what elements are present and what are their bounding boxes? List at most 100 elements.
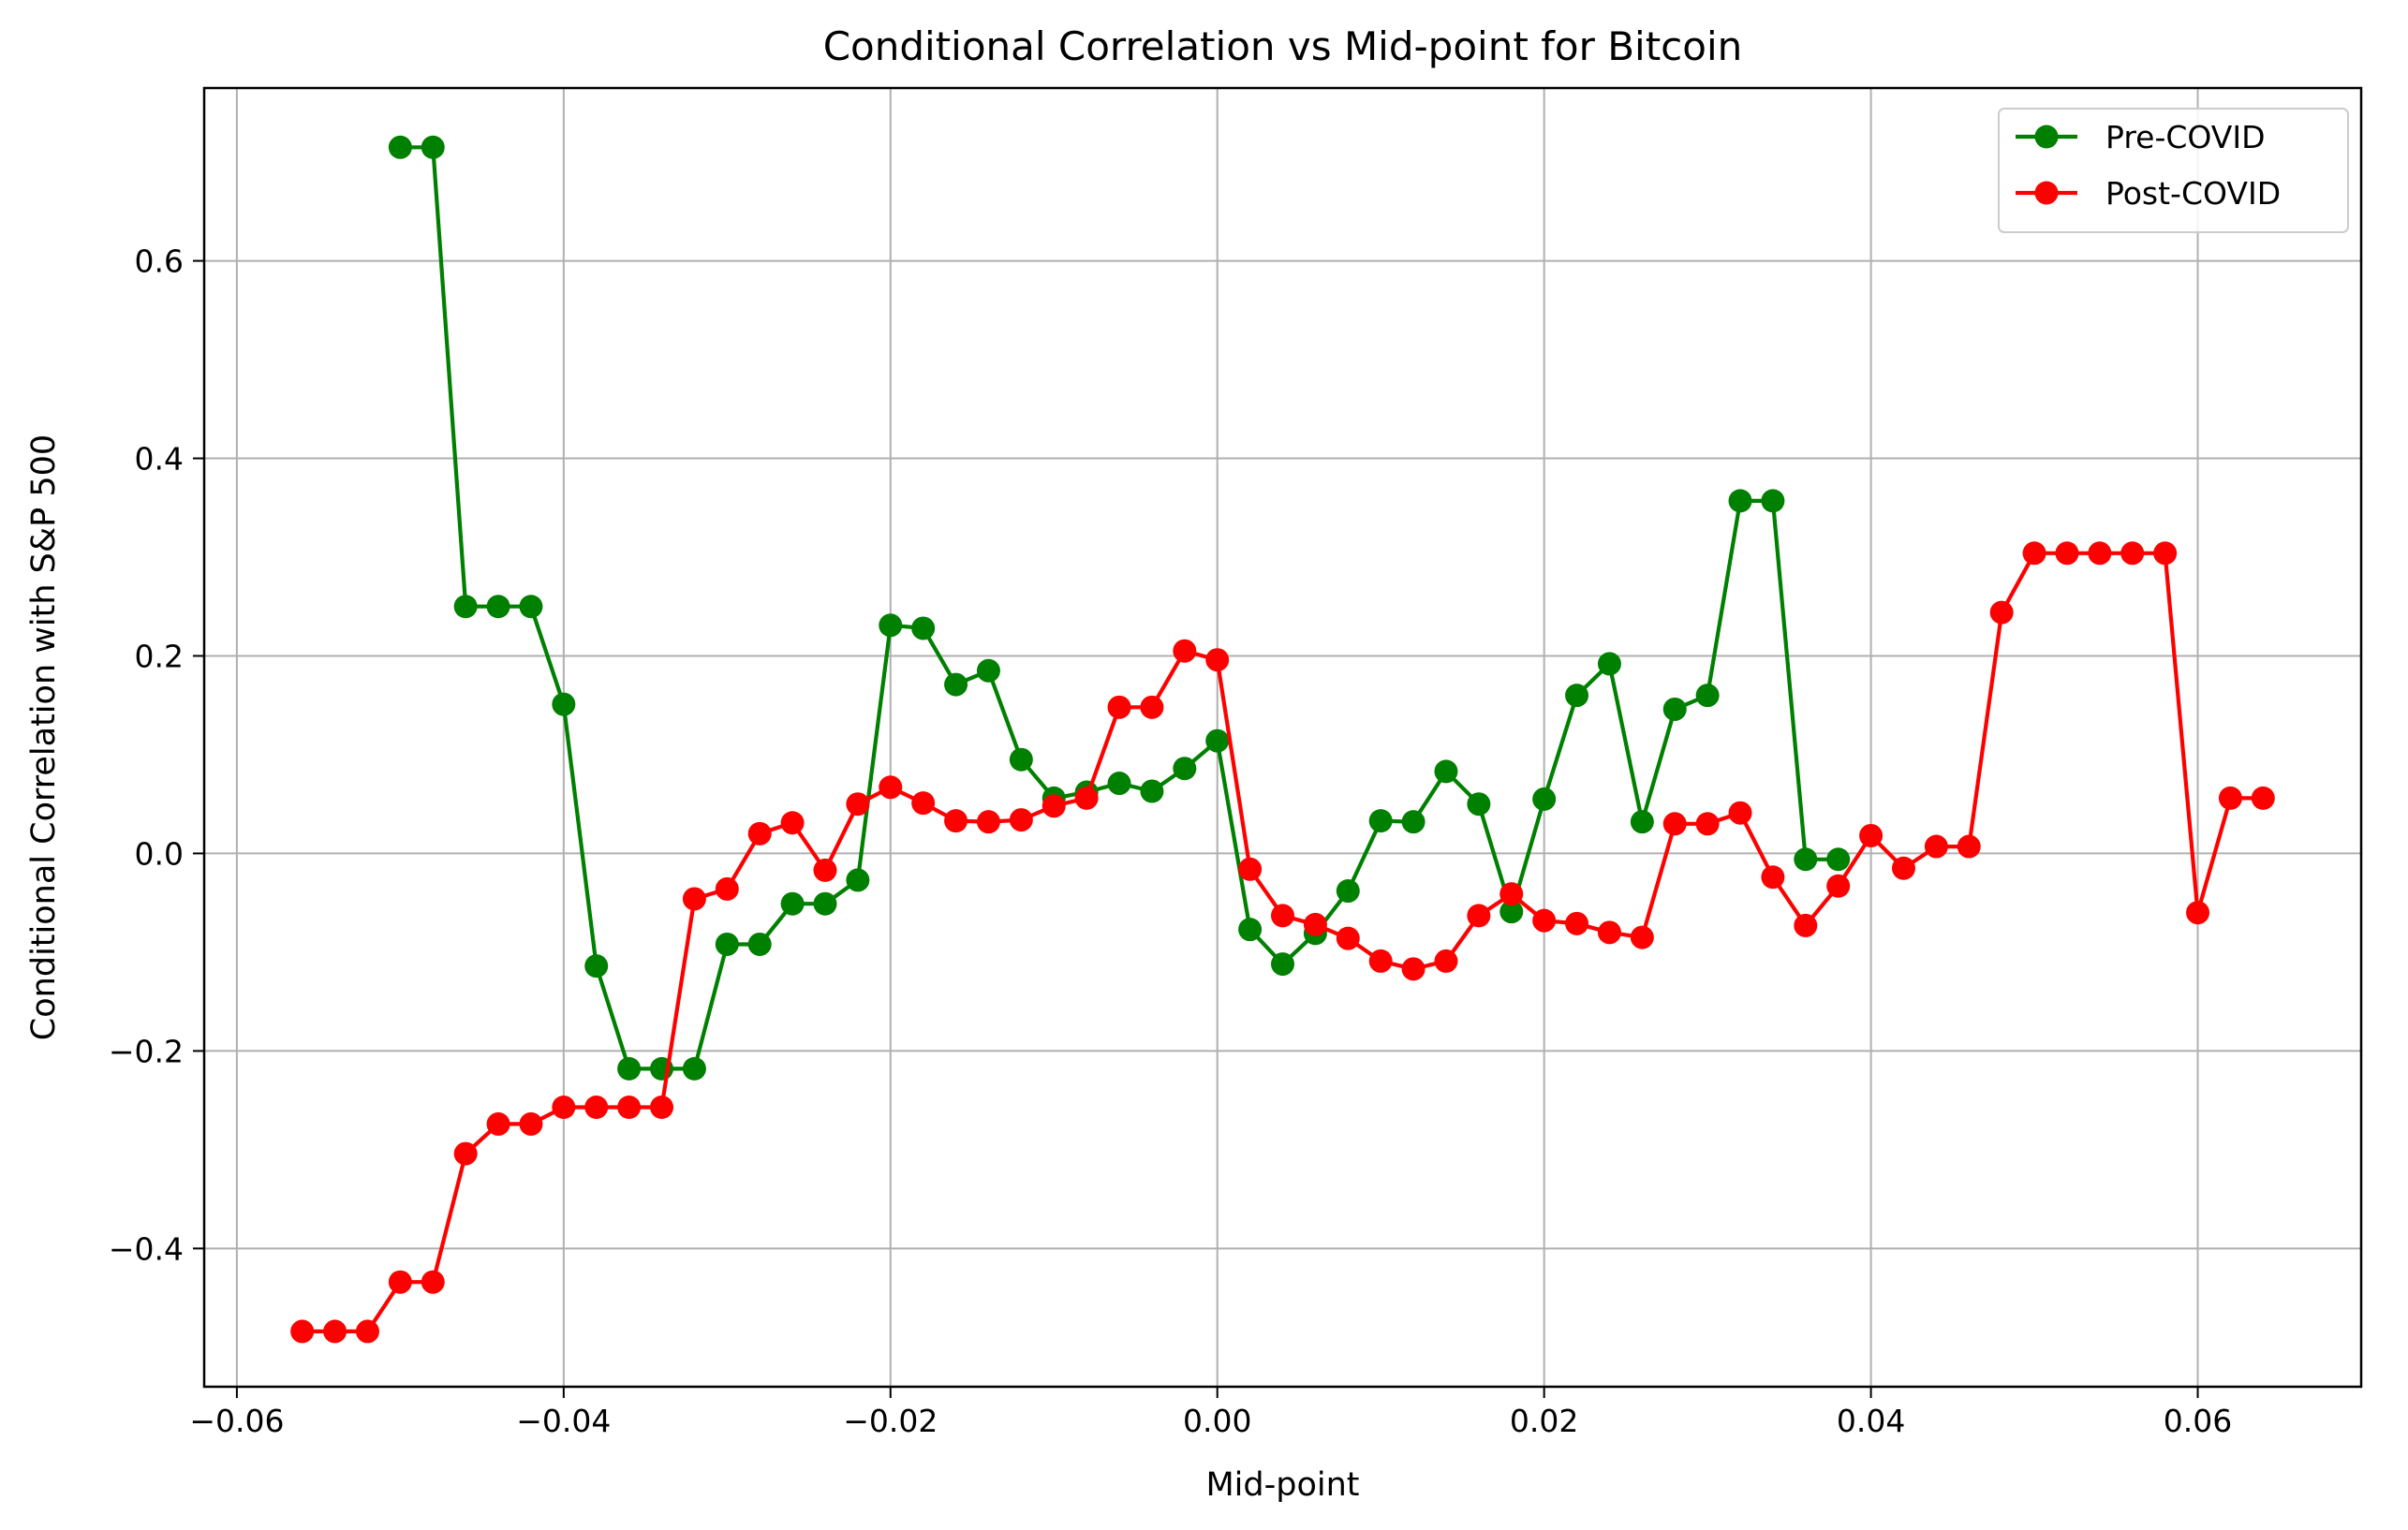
data-point — [682, 887, 706, 911]
data-point — [453, 595, 478, 619]
data-point — [1467, 904, 1491, 928]
data-point — [1238, 918, 1263, 942]
data-point — [1271, 904, 1294, 928]
data-point — [1695, 684, 1720, 708]
x-tick-label: 0.04 — [1837, 1403, 1905, 1439]
data-point — [1565, 684, 1589, 708]
data-point — [552, 692, 576, 716]
data-point — [1957, 834, 1981, 859]
data-point — [1662, 697, 1687, 721]
data-point — [1532, 787, 1557, 811]
legend-marker — [2034, 125, 2059, 149]
y-tick-label: −0.4 — [109, 1230, 184, 1267]
series-post-covid — [290, 541, 2275, 1344]
legend-label: Pre-COVID — [2105, 119, 2266, 155]
data-point — [1891, 856, 1915, 880]
data-point — [1238, 857, 1263, 881]
series-pre-covid — [388, 135, 1851, 1081]
x-tick-label: 0.02 — [1510, 1403, 1578, 1439]
data-point — [1434, 759, 1458, 784]
data-point — [715, 876, 739, 901]
data-point — [584, 954, 609, 978]
data-point — [1499, 900, 1524, 924]
data-point — [421, 1270, 445, 1294]
data-point — [911, 791, 936, 816]
grid — [204, 88, 2361, 1387]
data-point — [879, 775, 903, 800]
x-axis-label: Mid-point — [1205, 1466, 1359, 1504]
data-point — [1205, 648, 1230, 672]
data-point — [1434, 949, 1458, 973]
data-point — [1794, 847, 1818, 872]
data-point — [1107, 772, 1131, 796]
data-point — [290, 1319, 315, 1344]
data-point — [453, 1141, 478, 1166]
data-point — [944, 809, 968, 833]
data-point — [1794, 913, 1818, 937]
data-point — [780, 891, 805, 916]
data-point — [1107, 695, 1131, 719]
data-point — [388, 1270, 412, 1294]
data-point — [1728, 489, 1752, 513]
data-point — [1761, 865, 1785, 890]
data-point — [1271, 952, 1294, 977]
data-point — [813, 891, 837, 916]
data-point — [1336, 926, 1360, 950]
legend-item: Post-COVID — [2016, 175, 2281, 212]
data-point — [519, 1111, 543, 1136]
data-point — [715, 932, 739, 956]
y-tick-label: 0.6 — [135, 243, 184, 280]
data-point — [552, 1096, 576, 1120]
y-axis-label: Conditional Correlation with S&P 500 — [25, 434, 63, 1040]
x-tick-label: −0.06 — [189, 1403, 284, 1439]
data-point — [2186, 901, 2210, 925]
data-point — [650, 1096, 674, 1120]
data-point — [1662, 812, 1687, 836]
data-point — [2120, 541, 2145, 566]
y-tick-label: 0.0 — [135, 835, 184, 872]
data-point — [1989, 600, 2014, 625]
data-point — [2153, 541, 2178, 566]
data-point — [1368, 809, 1393, 833]
data-point — [617, 1056, 642, 1081]
data-point — [1630, 925, 1654, 949]
data-point — [388, 135, 412, 159]
data-point — [1173, 757, 1197, 781]
data-point — [747, 932, 772, 956]
data-point — [1368, 949, 1393, 973]
data-point — [1859, 823, 1884, 847]
data-point — [1695, 812, 1720, 836]
data-point — [1205, 728, 1230, 753]
data-point — [355, 1319, 379, 1344]
data-point — [1009, 747, 1033, 772]
legend: Pre-COVID Post-COVID — [1998, 108, 2349, 233]
data-point — [421, 135, 445, 159]
data-point — [846, 868, 870, 892]
data-point — [1140, 779, 1164, 803]
data-point — [944, 672, 968, 697]
legend-label: Post-COVID — [2105, 175, 2281, 212]
data-point — [1826, 847, 1851, 872]
data-point — [2251, 786, 2275, 810]
data-point — [1597, 920, 1621, 945]
data-point — [1401, 810, 1426, 834]
data-point — [1467, 792, 1491, 816]
x-tick-label: −0.02 — [843, 1403, 938, 1439]
y-tick-label: 0.2 — [135, 638, 184, 674]
data-point — [1499, 882, 1524, 906]
data-point — [2022, 541, 2046, 566]
data-point — [976, 658, 1000, 683]
chart-title: Conditional Correlation vs Mid-point for… — [823, 23, 1743, 69]
data-point — [813, 858, 837, 882]
data-point — [1336, 879, 1360, 904]
plot-frame — [202, 86, 2363, 1389]
data-point — [1401, 957, 1426, 981]
x-tick-label: 0.06 — [2164, 1403, 2232, 1439]
data-point — [519, 595, 543, 619]
data-point — [1565, 911, 1589, 935]
data-point — [486, 1111, 510, 1136]
data-point — [976, 810, 1000, 834]
data-point — [879, 613, 903, 638]
data-point — [1173, 639, 1197, 663]
